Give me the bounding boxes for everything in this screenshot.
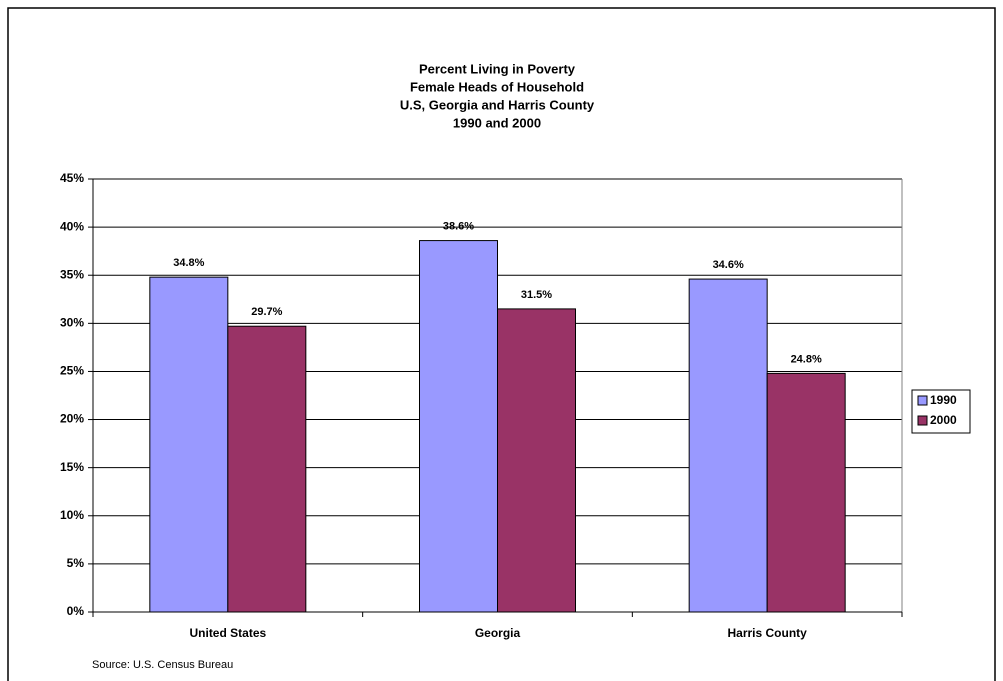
source-note: Source: U.S. Census Bureau xyxy=(92,659,233,671)
data-label: 31.5% xyxy=(521,289,552,301)
data-label: 24.8% xyxy=(791,353,822,365)
bar xyxy=(227,325,307,613)
bar xyxy=(419,240,498,613)
y-tick-label: 5% xyxy=(67,556,85,570)
bar xyxy=(149,276,229,613)
bar xyxy=(766,372,846,613)
chart-title: Percent Living in Poverty xyxy=(419,61,576,76)
legend-swatch xyxy=(917,415,928,426)
bar xyxy=(688,278,768,613)
bar xyxy=(497,308,576,613)
chart-title: Female Heads of Household xyxy=(410,79,584,94)
chart-title: 1990 and 2000 xyxy=(453,115,541,130)
data-label: 34.8% xyxy=(173,257,204,269)
data-label: 38.6% xyxy=(443,220,474,232)
y-tick-label: 40% xyxy=(60,219,84,233)
y-tick-label: 45% xyxy=(60,171,84,185)
legend-label: 1990 xyxy=(930,393,957,407)
y-tick-label: 0% xyxy=(67,604,85,618)
legend-label: 2000 xyxy=(930,413,957,427)
y-tick-label: 15% xyxy=(60,460,84,474)
legend-swatch xyxy=(917,395,928,406)
y-tick-label: 20% xyxy=(60,412,84,426)
x-tick-label: Georgia xyxy=(475,626,521,640)
y-tick-label: 35% xyxy=(60,267,84,281)
y-tick-label: 25% xyxy=(60,364,84,378)
y-tick-label: 30% xyxy=(60,316,84,330)
x-tick-label: Harris County xyxy=(727,626,807,640)
data-label: 34.6% xyxy=(713,259,744,271)
data-label: 29.7% xyxy=(251,306,282,318)
chart-title: U.S, Georgia and Harris County xyxy=(400,97,595,112)
x-tick-label: United States xyxy=(189,626,266,640)
y-tick-label: 10% xyxy=(60,508,84,522)
